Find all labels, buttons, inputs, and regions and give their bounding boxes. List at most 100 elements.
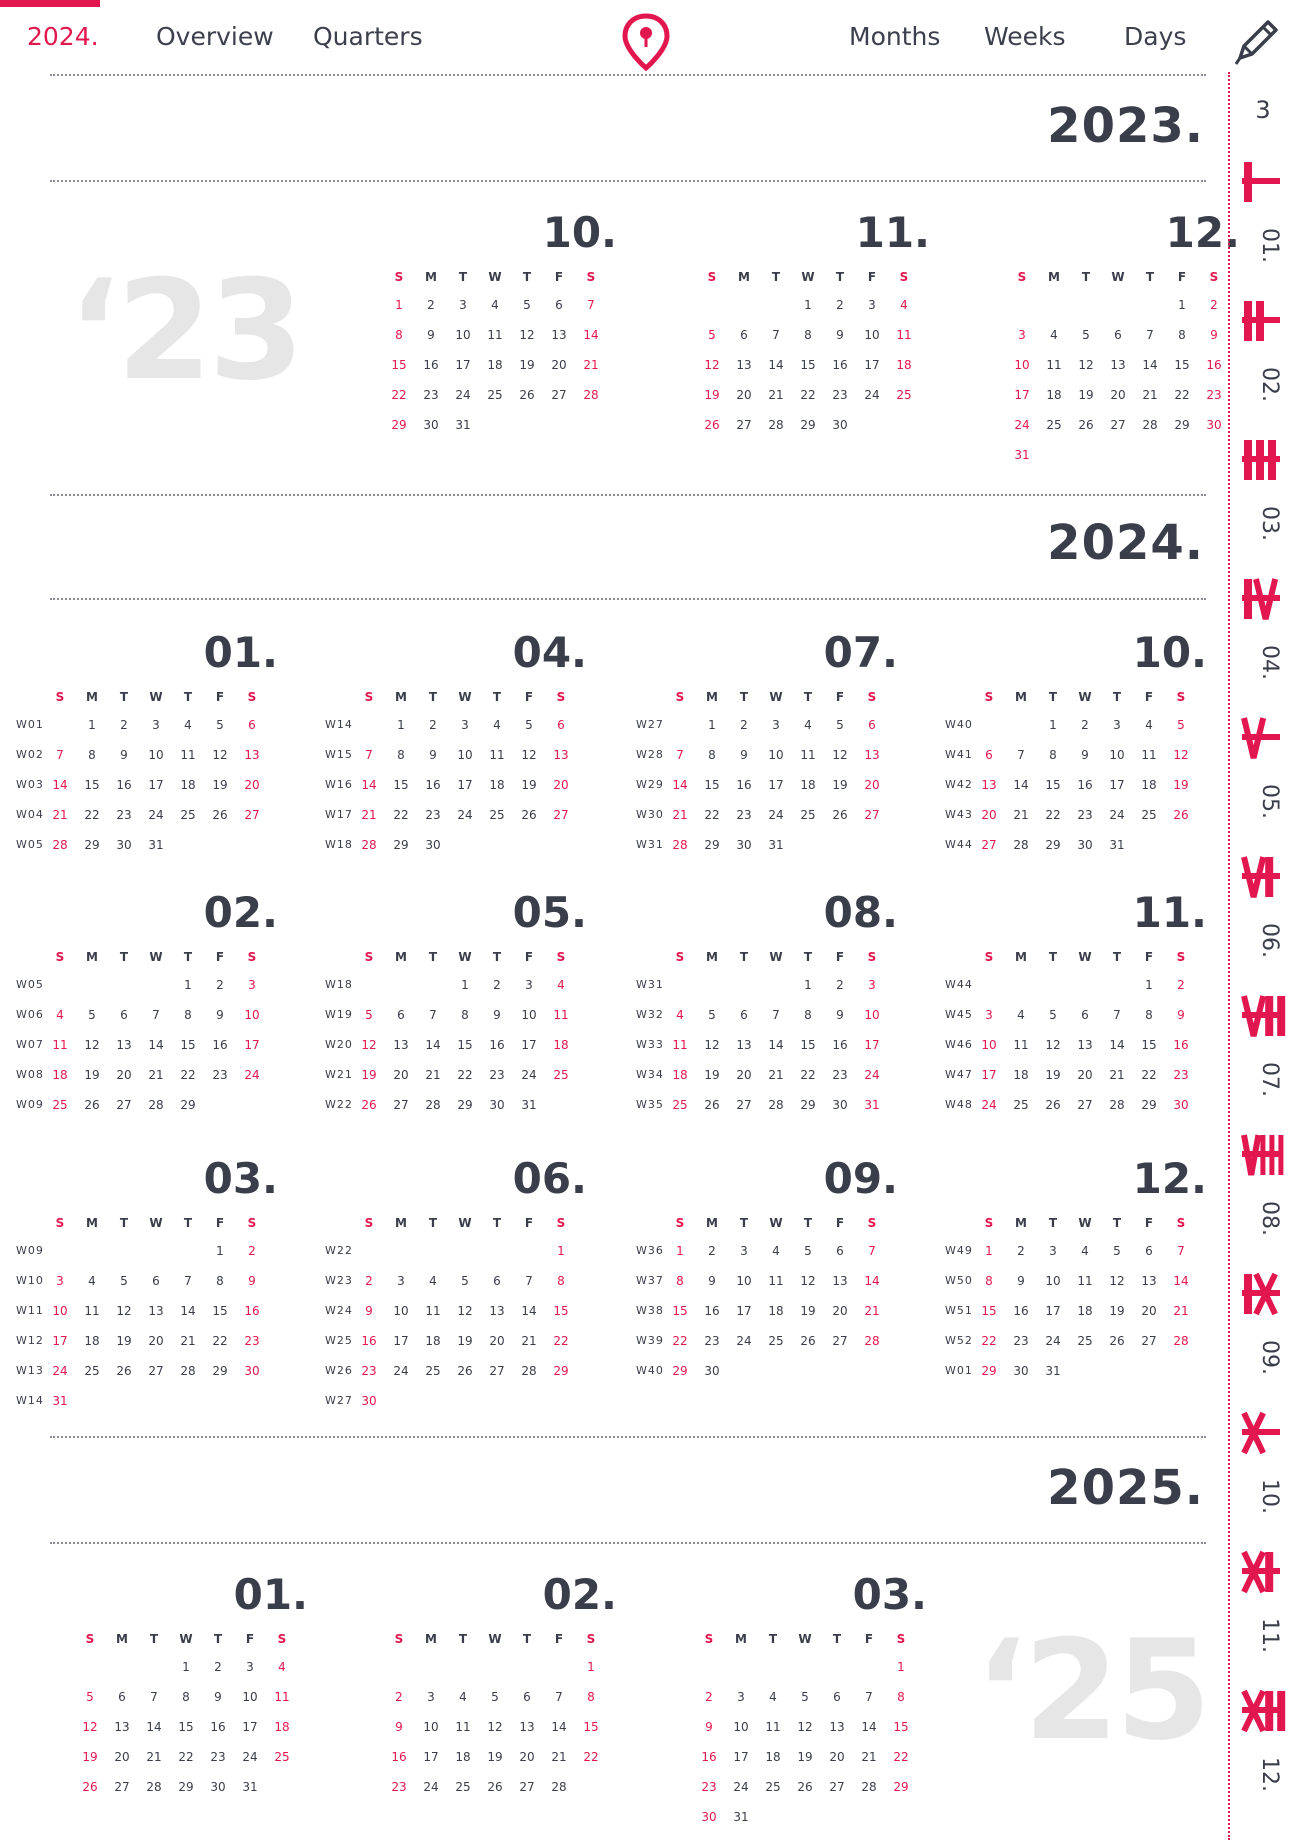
day-cell[interactable]: 11 [455, 1720, 471, 1734]
day-cell[interactable]: 11 [52, 1038, 68, 1052]
pencil-icon[interactable] [1230, 16, 1282, 68]
day-cell[interactable]: 10 [244, 1008, 260, 1022]
day-cell[interactable]: 10 [768, 748, 784, 762]
week-number[interactable]: W42 [945, 778, 973, 791]
day-cell[interactable]: 25 [1141, 808, 1157, 822]
day-cell[interactable]: 10 [423, 1720, 439, 1734]
day-cell[interactable]: 12 [521, 748, 537, 762]
day-cell[interactable]: 5 [120, 1274, 128, 1288]
day-cell[interactable]: 27 [489, 1364, 505, 1378]
month-title[interactable]: 01. [233, 1570, 308, 1619]
sidebar-month-tab[interactable]: 01. [1242, 158, 1288, 286]
day-cell[interactable]: 29 [553, 1364, 569, 1378]
day-cell[interactable]: 20 [864, 778, 880, 792]
day-cell[interactable]: 21 [861, 1750, 877, 1764]
week-number[interactable]: W01 [945, 1364, 973, 1377]
day-cell[interactable]: 3 [56, 1274, 64, 1288]
week-number[interactable]: W25 [325, 1334, 353, 1347]
month-title[interactable]: 09. [823, 1154, 898, 1203]
day-cell[interactable]: 1 [985, 1244, 993, 1258]
day-cell[interactable]: 9 [120, 748, 128, 762]
day-cell[interactable]: 12 [487, 1720, 503, 1734]
day-cell[interactable]: 20 [116, 1068, 132, 1082]
month-calendar[interactable]: 08. S M T W T F S W31 W32 W33 W34 W35 1 2 3 4 5 6 7 8 9 10 11 12… [636, 888, 898, 1128]
day-cell[interactable]: 1 [88, 718, 96, 732]
day-cell[interactable]: 10 [457, 748, 473, 762]
day-cell[interactable]: 2 [1017, 1244, 1025, 1258]
day-cell[interactable]: 17 [1014, 388, 1030, 402]
day-cell[interactable]: 23 [1173, 1068, 1189, 1082]
day-cell[interactable]: 8 [184, 1008, 192, 1022]
day-cell[interactable]: 11 [765, 1720, 781, 1734]
day-cell[interactable]: 27 [519, 1780, 535, 1794]
day-cell[interactable]: 16 [116, 778, 132, 792]
day-cell[interactable]: 5 [1082, 328, 1090, 342]
week-number[interactable]: W16 [325, 778, 353, 791]
day-cell[interactable]: 2 [429, 718, 437, 732]
month-calendar[interactable]: 03. S M T W T F S 1 2 3 4 5 6 7 8 9 10 11 12 13 14 15 16 17 18 19 2… [665, 1570, 927, 1824]
day-cell[interactable]: 24 [1109, 808, 1125, 822]
day-cell[interactable]: 26 [82, 1780, 98, 1794]
month-calendar[interactable]: 03. S M T W T F S W09 W10 W11 W12 W13 W14 1 2 3 4 5 6 7 8 9 10 1… [16, 1154, 278, 1408]
day-cell[interactable]: 28 [1142, 418, 1158, 432]
day-cell[interactable]: 4 [88, 1274, 96, 1288]
day-cell[interactable]: 8 [557, 1274, 565, 1288]
day-cell[interactable]: 17 [864, 358, 880, 372]
day-cell[interactable]: 23 [832, 1068, 848, 1082]
week-number[interactable]: W29 [636, 778, 664, 791]
day-cell[interactable]: 17 [244, 1038, 260, 1052]
day-cell[interactable]: 7 [555, 1690, 563, 1704]
day-cell[interactable]: 26 [84, 1098, 100, 1112]
sidebar-month-tab[interactable]: 04. [1242, 575, 1288, 703]
day-cell[interactable]: 8 [985, 1274, 993, 1288]
day-cell[interactable]: 13 [736, 1038, 752, 1052]
day-cell[interactable]: 11 [553, 1008, 569, 1022]
week-number[interactable]: W14 [16, 1394, 44, 1407]
day-cell[interactable]: 17 [1109, 778, 1125, 792]
day-cell[interactable]: 26 [1109, 1334, 1125, 1348]
day-cell[interactable]: 5 [523, 298, 531, 312]
day-cell[interactable]: 22 [457, 1068, 473, 1082]
day-cell[interactable]: 3 [985, 1008, 993, 1022]
day-cell[interactable]: 9 [705, 1720, 713, 1734]
week-number[interactable]: W44 [945, 838, 973, 851]
day-cell[interactable]: 2 [214, 1660, 222, 1674]
day-cell[interactable]: 21 [146, 1750, 162, 1764]
day-cell[interactable]: 6 [836, 1244, 844, 1258]
week-number[interactable]: W22 [325, 1098, 353, 1111]
month-title[interactable]: 01. [203, 628, 278, 677]
day-cell[interactable]: 11 [768, 1274, 784, 1288]
day-cell[interactable]: 3 [459, 298, 467, 312]
day-cell[interactable]: 13 [116, 1038, 132, 1052]
week-number[interactable]: W41 [945, 748, 973, 761]
day-cell[interactable]: 4 [676, 1008, 684, 1022]
week-number[interactable]: W20 [325, 1038, 353, 1051]
day-cell[interactable]: 22 [583, 1750, 599, 1764]
day-cell[interactable]: 10 [1014, 358, 1030, 372]
day-cell[interactable]: 5 [804, 1244, 812, 1258]
day-cell[interactable]: 16 [425, 778, 441, 792]
day-cell[interactable]: 30 [736, 838, 752, 852]
day-cell[interactable]: 7 [1177, 1244, 1185, 1258]
day-cell[interactable]: 23 [489, 1068, 505, 1082]
day-cell[interactable]: 6 [120, 1008, 128, 1022]
day-cell[interactable]: 20 [1141, 1304, 1157, 1318]
day-cell[interactable]: 16 [736, 778, 752, 792]
section-year-2023[interactable]: 2023. [1047, 98, 1204, 154]
month-calendar[interactable]: 07. S M T W T F S W27 W28 W29 W30 W31 1 2 3 4 5 6 7 8 9 10 11 12… [636, 628, 898, 868]
day-cell[interactable]: 17 [148, 778, 164, 792]
day-cell[interactable]: 16 [423, 358, 439, 372]
day-cell[interactable]: 14 [551, 1720, 567, 1734]
day-cell[interactable]: 4 [557, 978, 565, 992]
day-cell[interactable]: 23 [210, 1750, 226, 1764]
day-cell[interactable]: 12 [704, 1038, 720, 1052]
day-cell[interactable]: 8 [1049, 748, 1057, 762]
day-cell[interactable]: 1 [897, 1660, 905, 1674]
day-cell[interactable]: 29 [180, 1098, 196, 1112]
day-cell[interactable]: 15 [178, 1720, 194, 1734]
week-number[interactable]: W14 [325, 718, 353, 731]
day-cell[interactable]: 24 [864, 1068, 880, 1082]
day-cell[interactable]: 22 [393, 808, 409, 822]
day-cell[interactable]: 31 [52, 1394, 68, 1408]
day-cell[interactable]: 13 [553, 748, 569, 762]
